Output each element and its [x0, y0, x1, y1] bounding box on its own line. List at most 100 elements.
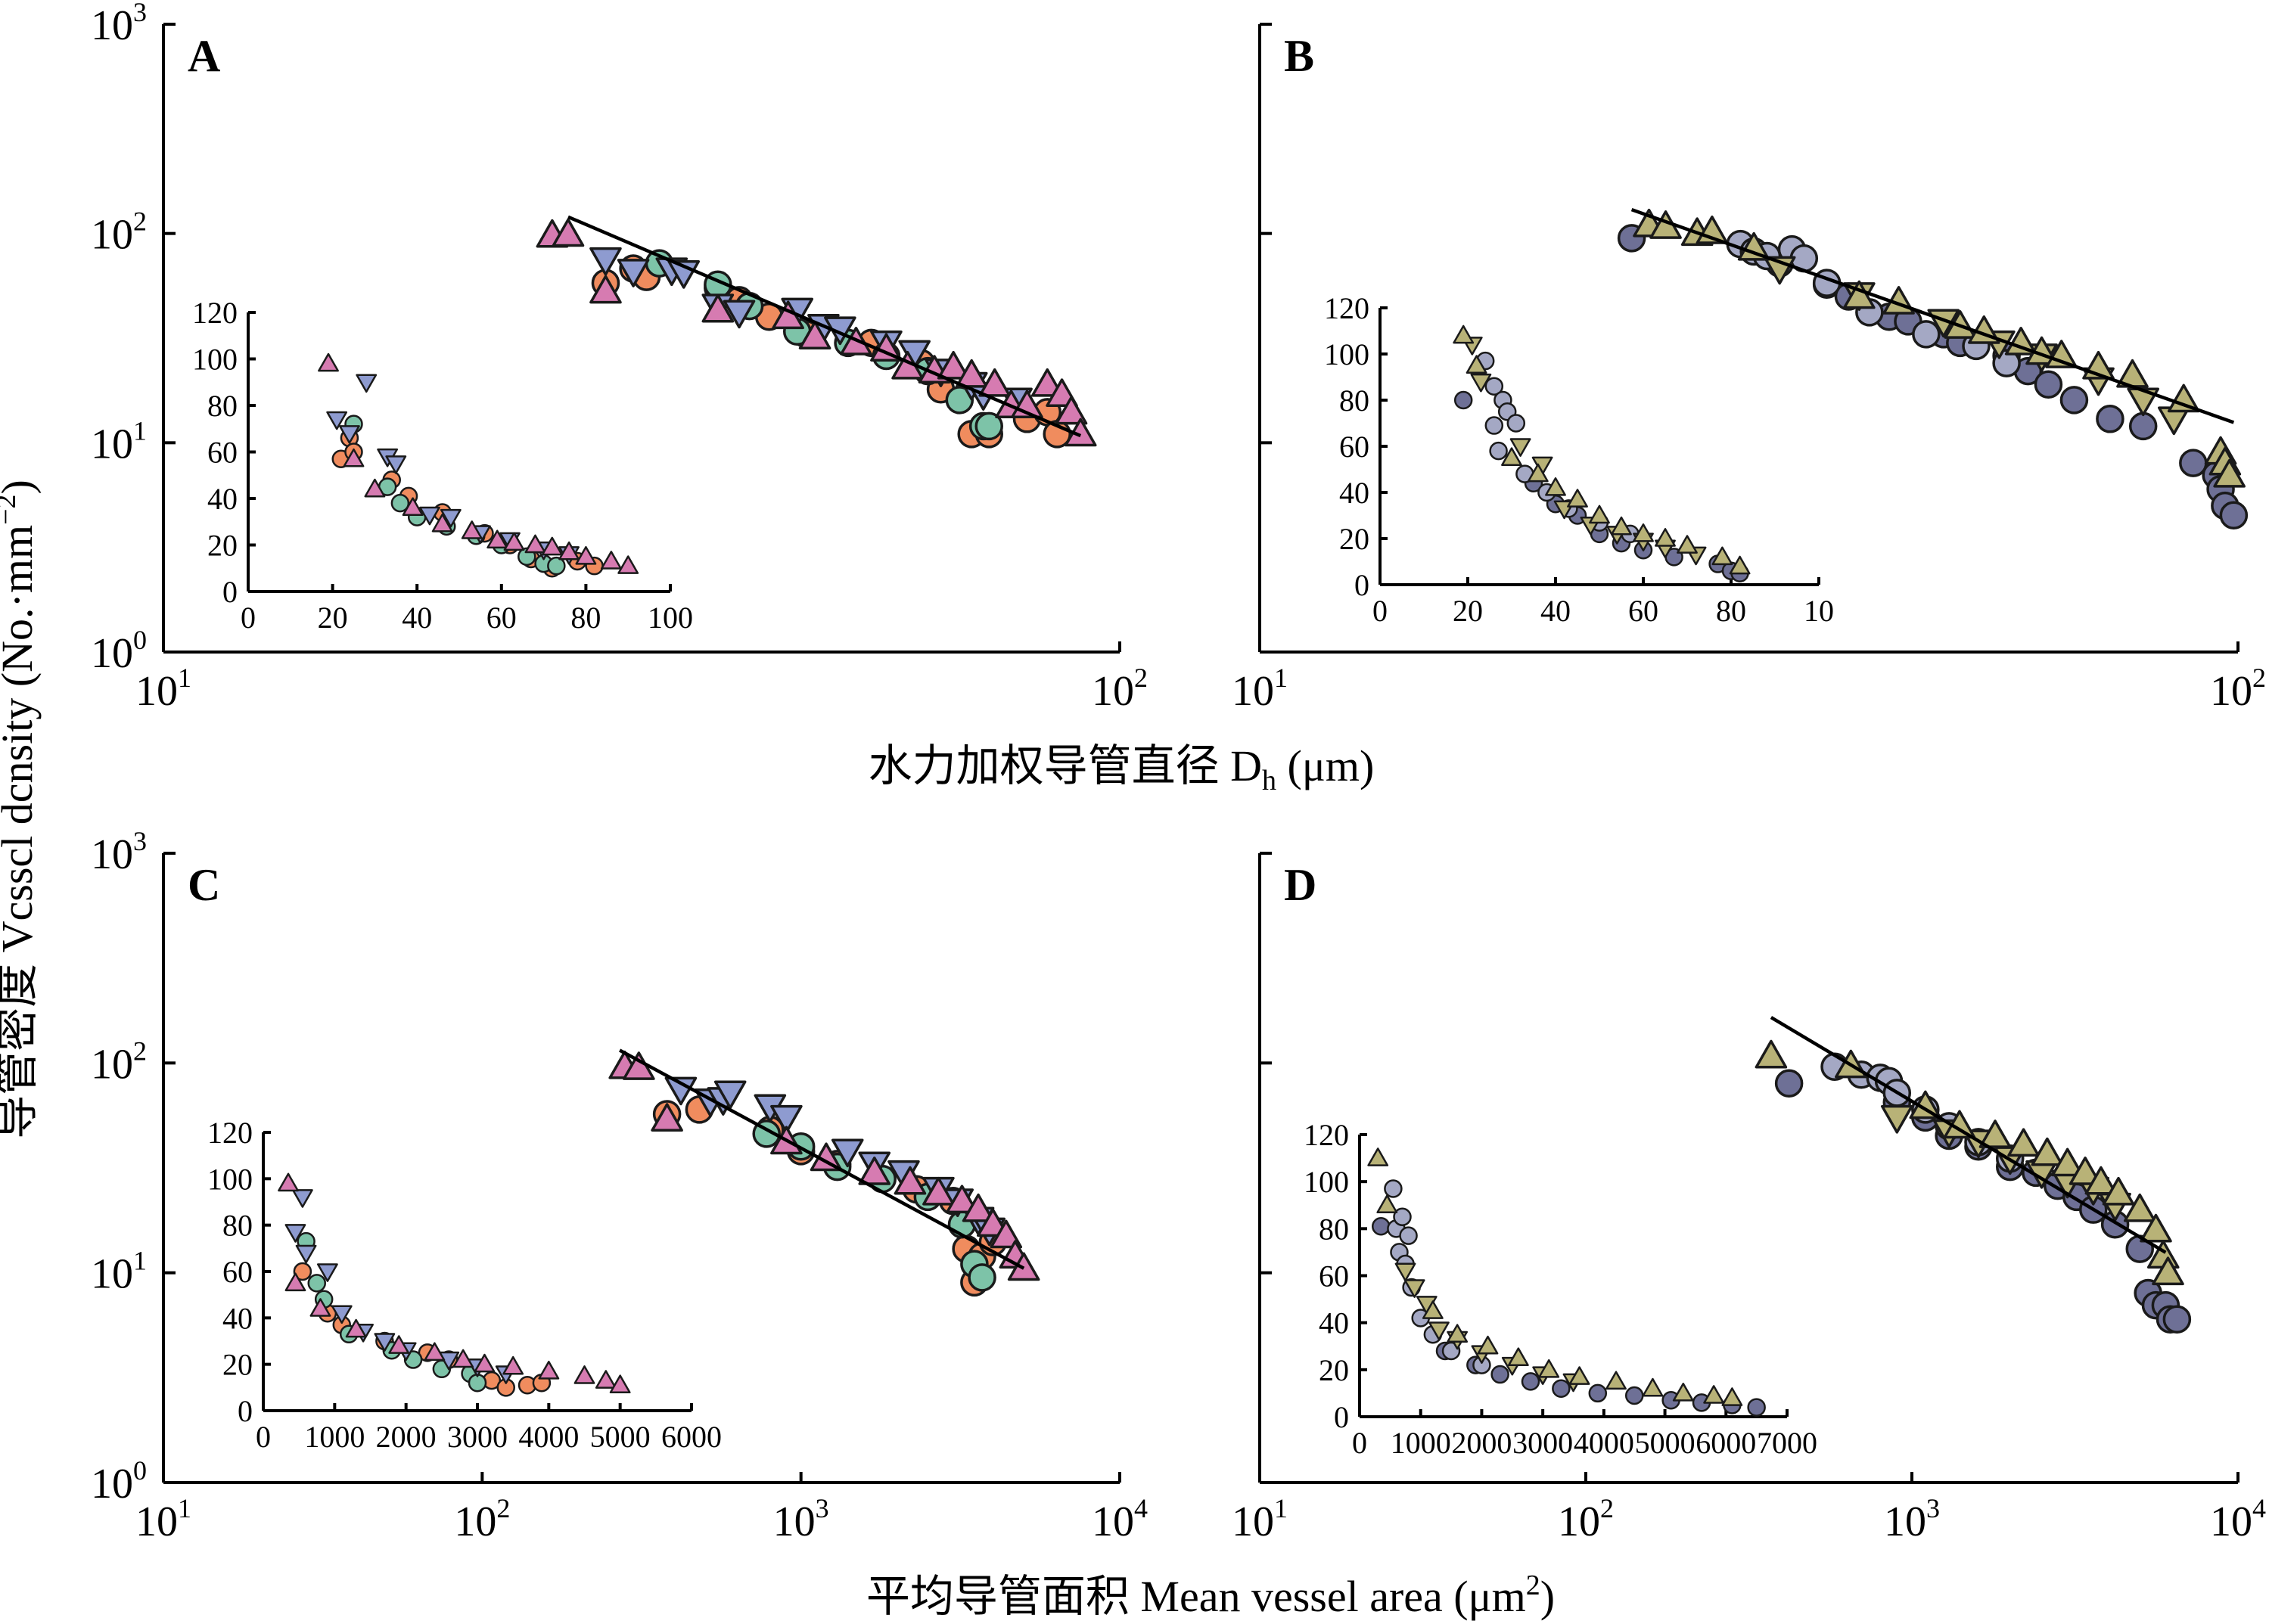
- x-tick-label: 103: [773, 1493, 829, 1545]
- inset-data-point: [390, 493, 410, 513]
- inset-y-tick-label: 100: [207, 1162, 253, 1196]
- inset-y-tick-label: 40: [1339, 476, 1369, 510]
- inset-chart: 0 1000 2000 3000 4000 5000 6000 0 20 40 60 80 100 120: [207, 1116, 722, 1454]
- inset-x-tick-label: 4000: [1574, 1426, 1634, 1460]
- data-point: [2167, 383, 2200, 413]
- inset-data-point: [402, 497, 424, 517]
- inset-data-point: [617, 555, 639, 574]
- data-point: [870, 333, 903, 362]
- inset-data-point: [1721, 1387, 1743, 1406]
- inset-y-tick-label: 120: [1324, 291, 1369, 325]
- inset-series-tri-up: [1453, 324, 1751, 575]
- data-point: [1030, 368, 1064, 397]
- inset-data-point: [1470, 373, 1492, 393]
- inset-data-point: [1501, 447, 1522, 466]
- inset-y-tick-label: 0: [1334, 1400, 1349, 1434]
- inset-data-point: [278, 1172, 299, 1192]
- inset-x-tick-label: 60: [1628, 594, 1658, 628]
- inset-data-point: [1633, 523, 1654, 542]
- inset-data-point: [1477, 1335, 1499, 1355]
- data-point: [2096, 405, 2124, 433]
- inset-y-tick-label: 100: [1324, 337, 1369, 371]
- inset-data-point: [1466, 355, 1487, 374]
- data-point: [922, 1176, 955, 1206]
- data-point: [937, 350, 970, 380]
- fit-line: [567, 215, 1082, 438]
- data-point: [664, 1076, 698, 1106]
- inset-data-point: [558, 541, 580, 560]
- inset-data-point: [1453, 390, 1473, 410]
- inset-x-tick-label: 1000: [304, 1420, 365, 1454]
- y-axis-title-vessel-density: 导管密度 Vcsscl dcnsity (No.·mm−2): [0, 480, 42, 1139]
- inset-data-point: [1605, 1371, 1627, 1390]
- data-point: [2004, 327, 2037, 356]
- inset-data-point: [1545, 477, 1566, 496]
- inset-data-point: [1484, 377, 1504, 396]
- x-tick-label: 104: [1092, 1493, 1148, 1545]
- inset-x-tick-label: 0: [1372, 594, 1388, 628]
- x-tick-label: 102: [454, 1493, 510, 1545]
- inset-data-point: [573, 1365, 595, 1384]
- inset-data-point: [385, 455, 407, 474]
- data-point: [1880, 1104, 1913, 1134]
- inset-data-point: [1490, 1365, 1509, 1384]
- inset-x-tick-label: 7000: [1757, 1426, 1817, 1460]
- inset-x-tick-label: 20: [1453, 594, 1483, 628]
- inset-data-point: [503, 532, 525, 551]
- inset-data-point: [452, 1349, 474, 1368]
- x-tick-label: 101: [1232, 663, 1288, 715]
- panel-label: D: [1284, 860, 1316, 910]
- series-tri-up: [608, 1050, 1040, 1281]
- data-point: [2051, 1147, 2084, 1177]
- x-tick-label: 101: [135, 663, 191, 715]
- inset-data-point: [1677, 535, 1698, 554]
- data-point: [589, 275, 622, 304]
- inset-data-point: [1527, 463, 1549, 483]
- inset-data-point: [541, 536, 563, 556]
- inset-data-point: [1394, 1262, 1416, 1282]
- data-point: [894, 1166, 927, 1195]
- data-point: [2007, 1128, 2040, 1157]
- inset-y-tick-label: 120: [192, 296, 238, 330]
- y-tick-label: 100: [91, 1455, 147, 1508]
- y-tick-label: 102: [91, 1036, 147, 1088]
- x-tick-label: 102: [2210, 663, 2266, 715]
- inset-data-point: [331, 1305, 353, 1324]
- panel-label: B: [1284, 31, 1314, 81]
- inset-x-tick-label: 0: [256, 1420, 271, 1454]
- inset-data-point: [438, 1351, 460, 1371]
- data-point: [858, 1157, 891, 1185]
- data-point: [770, 1104, 803, 1134]
- inset-data-point: [1376, 1194, 1398, 1213]
- inset-data-point: [575, 545, 597, 565]
- data-point: [713, 1080, 747, 1110]
- inset-data-point: [1589, 505, 1610, 524]
- inset-data-point: [293, 1262, 312, 1281]
- inset-data-point: [1507, 1347, 1529, 1367]
- series-tri-up: [1633, 208, 2246, 488]
- inset-data-point: [1711, 546, 1733, 566]
- data-point: [1774, 1069, 1804, 1098]
- panel-label: C: [188, 860, 220, 910]
- data-point: [617, 259, 650, 287]
- inset-x-tick-label: 6000: [661, 1420, 722, 1454]
- inset-series-circle: [293, 1262, 552, 1397]
- data-point: [990, 1219, 1023, 1249]
- x-tick-label: 101: [135, 1493, 191, 1545]
- inset-y-tick-label: 20: [1339, 522, 1369, 556]
- fit-line: [1770, 1016, 2167, 1254]
- series-circle: [1726, 229, 2021, 377]
- inset-y-tick-label: 60: [222, 1255, 253, 1289]
- inset-data-point: [600, 551, 622, 570]
- inset-data-point: [1567, 489, 1588, 508]
- inset-x-tick-label: 5000: [590, 1420, 651, 1454]
- inset-x-tick-label: 40: [402, 601, 432, 635]
- data-point: [701, 293, 735, 323]
- data-point: [2219, 501, 2249, 530]
- inset-data-point: [1611, 516, 1632, 536]
- inset-data-point: [374, 1333, 396, 1352]
- inset-data-point: [317, 1263, 338, 1282]
